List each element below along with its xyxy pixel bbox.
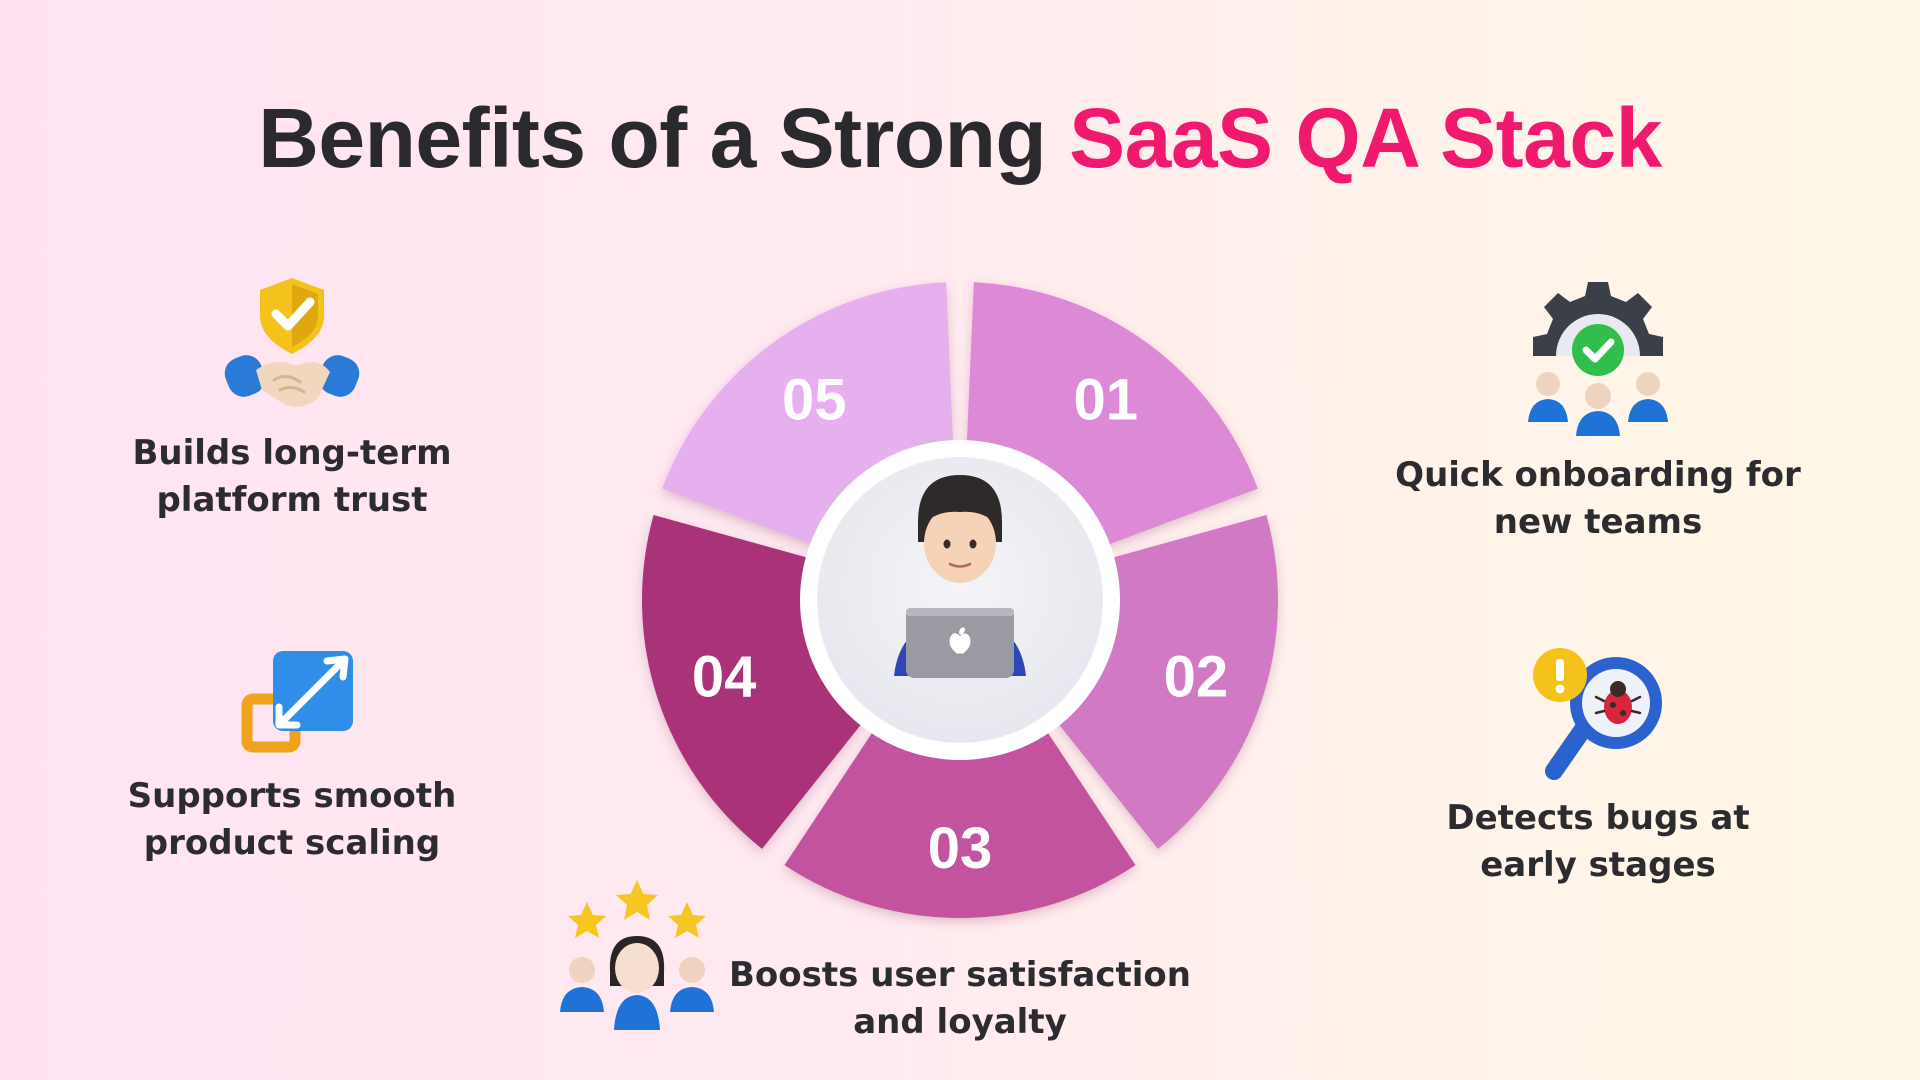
magnifier-bug-icon [1533,648,1662,780]
benefit-01: Quick onboarding for new teams [1388,272,1808,546]
benefit-03-label-line2: and loyalty [853,1002,1067,1042]
title-main: Benefits of a Strong [258,91,1070,185]
segment-number-02: 02 [1164,645,1229,710]
benefit-05-label-line2: platform trust [156,480,428,520]
benefit-02-label: Detects bugs at early stages [1388,795,1808,889]
benefits-wheel: 01 02 03 04 05 [642,282,1278,918]
benefit-01-label-line1: Quick onboarding for [1395,455,1801,495]
hub-center [817,457,1103,743]
person-with-laptop-icon [894,475,1026,678]
benefit-03-label-line1: Boosts user satisfaction [729,955,1191,995]
benefit-04-label-line2: product scaling [143,823,441,863]
wheel-segment-04 [642,515,867,849]
benefit-03-label: Boosts user satisfaction and loyalty [720,952,1200,1046]
handshake-shield-icon [224,278,360,407]
benefit-04-label-line1: Supports smooth [127,776,457,816]
segment-number-05: 05 [782,367,847,432]
wheel-segment-02 [1053,515,1278,849]
segment-number-04: 04 [692,645,757,710]
wheel-segment-03 [784,725,1136,918]
wheel-segment-01 [966,282,1258,548]
resize-arrows-icon [241,651,353,753]
segment-number-03: 03 [928,816,993,881]
users-stars-icon [560,880,714,1030]
title-accent: SaaS QA Stack [1069,91,1662,185]
benefit-05-label-line1: Builds long-term [132,433,452,473]
benefit-02: Detects bugs at early stages [1388,645,1808,889]
benefit-04-label: Supports smooth product scaling [82,773,502,867]
segment-number-01: 01 [1074,367,1139,432]
benefit-01-label: Quick onboarding for new teams [1388,452,1808,546]
benefit-02-label-line1: Detects bugs at [1446,798,1750,838]
benefit-05-label: Builds long-term platform trust [82,430,502,524]
benefit-04: Supports smooth product scaling [82,645,502,867]
gear-team-check-icon [1528,282,1668,436]
page-title: Benefits of a Strong SaaS QA Stack [0,90,1920,187]
benefit-01-label-line2: new teams [1493,502,1703,542]
wheel-segment-05 [662,282,954,548]
benefit-02-label-line2: early stages [1480,845,1716,885]
benefit-05: Builds long-term platform trust [82,272,502,524]
